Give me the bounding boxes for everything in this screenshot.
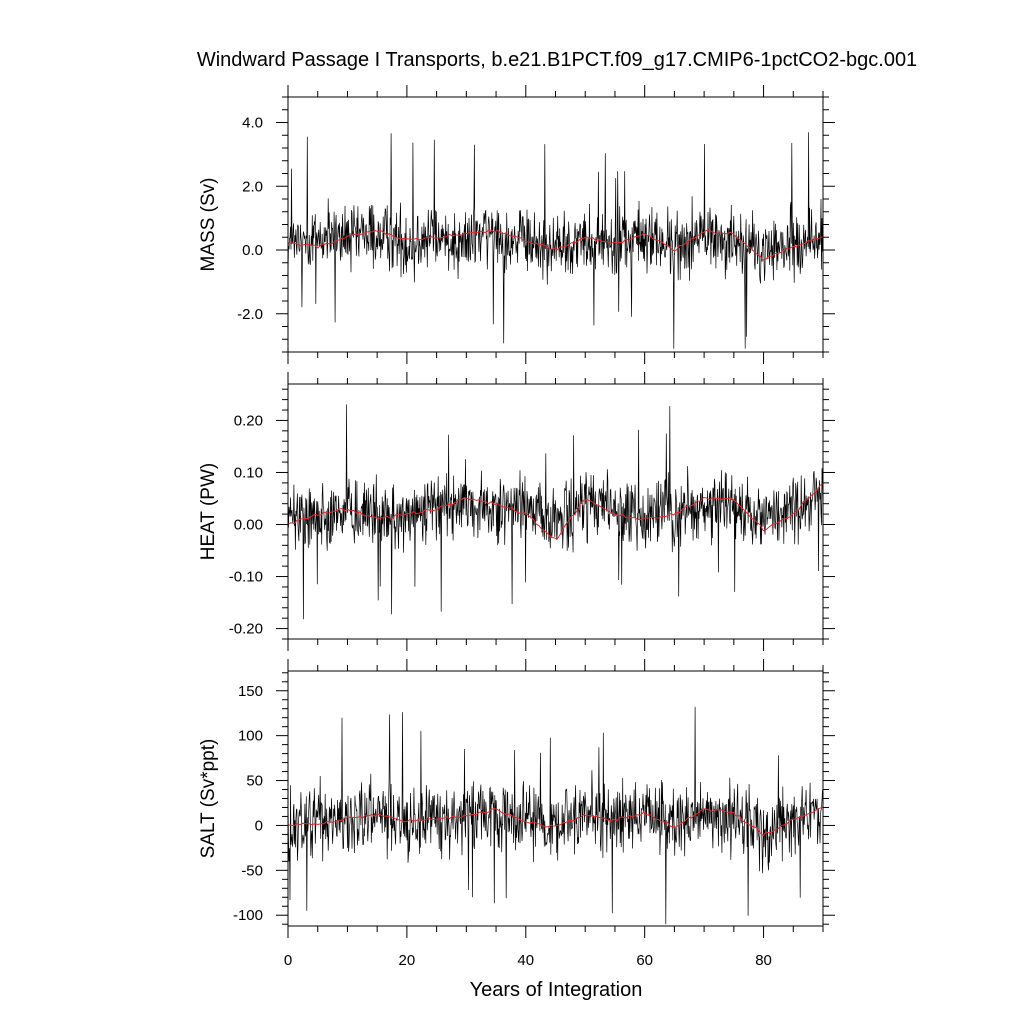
panel-mass: 4.0 2.0 0.0 -2.0 MASS (Sv) bbox=[198, 85, 835, 364]
y-axis-title: MASS (Sv) bbox=[198, 178, 219, 272]
series-smoothed-salt bbox=[288, 806, 823, 837]
y-tick-label: -100 bbox=[233, 907, 263, 924]
x-tick-label: 0 bbox=[284, 952, 292, 969]
panel-heat: 0.20 0.10 0.00 -0.10 -0.20 HEAT (PW) bbox=[198, 372, 835, 651]
y-tick-label: 0.0 bbox=[242, 242, 263, 259]
y-axis-title: SALT (Sv*ppt) bbox=[198, 739, 219, 859]
plot-frame-mass bbox=[287, 96, 824, 353]
y-tick-label: -0.20 bbox=[229, 621, 263, 638]
y-axis-title: HEAT (PW) bbox=[198, 463, 219, 560]
y-tick-label: 0.10 bbox=[234, 464, 263, 481]
series-monthly-mass bbox=[288, 132, 823, 349]
series-smoothed-heat bbox=[288, 483, 823, 540]
y-tick-label: 4.0 bbox=[242, 115, 263, 132]
x-tick-label: 40 bbox=[517, 952, 534, 969]
x-tick-label: 60 bbox=[636, 952, 653, 969]
panels: 4.0 2.0 0.0 -2.0 MASS (Sv) 0.20 0.10 0.00 -0.10 -… bbox=[198, 85, 835, 969]
chart-title: Windward Passage I Transports, b.e21.B1P… bbox=[197, 49, 917, 71]
x-axis-title: Years of Integration bbox=[470, 979, 643, 1001]
y-tick-label: -50 bbox=[241, 862, 263, 879]
y-tick-label: 150 bbox=[238, 683, 263, 700]
y-tick-label: -2.0 bbox=[237, 306, 263, 323]
y-tick-label: 2.0 bbox=[242, 178, 263, 195]
series-smoothed-mass bbox=[288, 229, 823, 261]
series-monthly-heat bbox=[288, 404, 823, 620]
y-tick-label: 0 bbox=[255, 817, 263, 834]
plot-frame-salt bbox=[287, 670, 824, 927]
y-tick-label: -0.10 bbox=[229, 569, 263, 586]
x-tick-label: 20 bbox=[399, 952, 416, 969]
y-tick-label: 0.20 bbox=[234, 412, 263, 429]
y-tick-label: 100 bbox=[238, 728, 263, 745]
y-tick-label: 0.00 bbox=[234, 517, 263, 534]
panel-salt: 150 100 50 0 -50 -100 SALT (Sv*ppt) 0 20 40 60 80 bbox=[198, 659, 835, 969]
y-tick-label: 50 bbox=[246, 773, 263, 790]
series-monthly-salt bbox=[288, 706, 823, 925]
x-tick-label: 80 bbox=[755, 952, 772, 969]
